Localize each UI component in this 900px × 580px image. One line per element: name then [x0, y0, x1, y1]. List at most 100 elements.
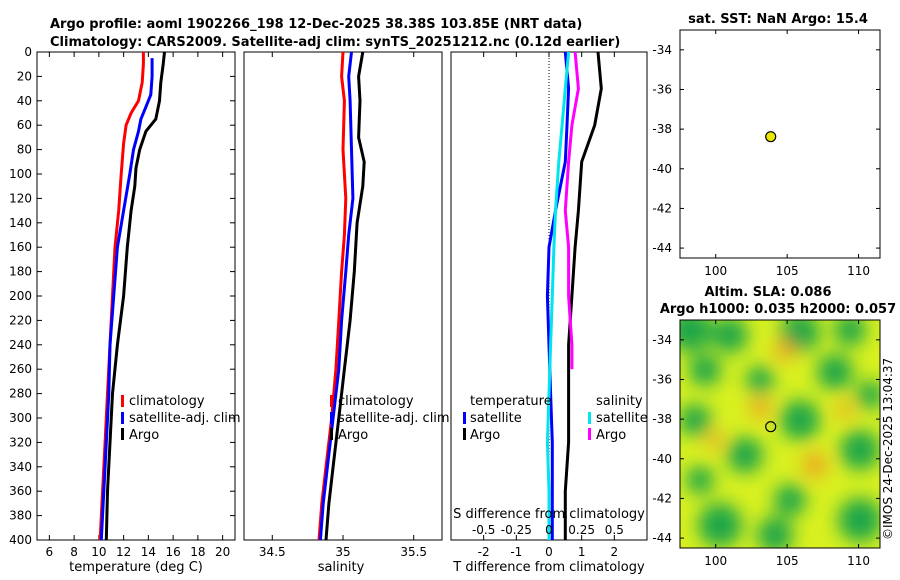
- legend-swatch-t-satellite: [463, 412, 466, 424]
- legend-label-satellite: satellite-adj. clim: [129, 411, 241, 426]
- legend-label-climatology: climatology: [338, 394, 414, 409]
- y-tick-label: -38: [652, 412, 672, 426]
- y-tick-label: 80: [17, 143, 32, 157]
- y-tick-label: 120: [9, 191, 32, 205]
- legend-label-t-argo: Argo: [470, 428, 500, 443]
- y-tick-label: -42: [652, 201, 672, 215]
- sla-field-blob: [838, 498, 880, 542]
- s-tick-label: -0.25: [501, 523, 532, 537]
- temperature-xlabel: temperature (deg C): [69, 560, 203, 575]
- y-tick-label: 280: [9, 387, 32, 401]
- legend-swatch-argo: [330, 428, 333, 440]
- sla-map-panel: Altim. SLA: 0.086 Argo h1000: 0.035 h200…: [652, 285, 896, 568]
- sla-field-blob: [727, 437, 763, 473]
- y-tick-label: 300: [9, 411, 32, 425]
- figure-title-line2: Climatology: CARS2009. Satellite-adj cli…: [50, 35, 620, 50]
- x-tick-label: 20: [215, 545, 230, 559]
- difference-legend: temperature satellite Argo salinity sate…: [463, 394, 648, 443]
- sla-field-blob: [757, 517, 793, 548]
- y-tick-label: 380: [9, 509, 32, 523]
- s-tick-label: 0.5: [605, 523, 624, 537]
- legend-label-s-argo: Argo: [596, 428, 626, 443]
- s-tick-label: 0: [545, 523, 553, 537]
- series-line-argo: [104, 51, 166, 541]
- x-tick-label: 16: [165, 545, 180, 559]
- y-tick-label: 260: [9, 362, 32, 376]
- x-tick-label: 110: [847, 264, 870, 278]
- s-difference-label: S difference from climatology: [453, 507, 645, 522]
- sla-field-blob: [746, 366, 774, 394]
- sst-map-axes-box: [679, 29, 881, 259]
- legend-swatch-climatology: [121, 395, 124, 407]
- legend-label-satellite: satellite-adj. clim: [338, 411, 450, 426]
- x-tick-label: 105: [776, 554, 799, 568]
- y-tick-label: 220: [9, 313, 32, 327]
- legend-swatch-satellite: [121, 412, 124, 424]
- x-tick-label: 34.5: [259, 545, 286, 559]
- sla-field-blob: [707, 432, 723, 448]
- y-tick-label: -36: [652, 372, 672, 386]
- sla-field-blob: [712, 320, 748, 353]
- sla-field-blob: [856, 381, 880, 409]
- y-tick-label: -36: [652, 82, 672, 96]
- x-tick-label: 6: [46, 545, 54, 559]
- y-tick-label: 360: [9, 484, 32, 498]
- sla-field-blob: [774, 484, 806, 516]
- sla-map-title-line1: Altim. SLA: 0.086: [705, 285, 832, 300]
- sla-map-title-line2: Argo h1000: 0.035 h2000: 0.057: [660, 302, 896, 317]
- x-tick-label: 100: [704, 264, 727, 278]
- y-tick-label: 320: [9, 435, 32, 449]
- sla-field-blob: [686, 466, 714, 494]
- y-tick-label: -42: [652, 491, 672, 505]
- y-tick-label: 160: [9, 240, 32, 254]
- x-tick-label: 35: [335, 545, 350, 559]
- x-tick-label: 110: [847, 554, 870, 568]
- series-line-t-argo: [563, 51, 603, 540]
- y-tick-label: 20: [17, 69, 32, 83]
- sla-field-blob: [837, 402, 853, 418]
- legend-swatch-t-argo: [463, 428, 466, 440]
- y-tick-label: 200: [9, 289, 32, 303]
- sla-field-blob: [750, 398, 770, 418]
- x-tick-label: 2: [611, 545, 619, 559]
- salinity-panel: 34.5 35 35.5 salinity climatology satellit…: [243, 51, 450, 575]
- x-tick-label: 8: [70, 545, 78, 559]
- sla-field-blob: [698, 503, 742, 547]
- figure-title-line1: Argo profile: aoml 1902266_198 12-Dec-20…: [50, 17, 582, 32]
- sla-map-axes-box: [679, 319, 881, 549]
- legend-swatch-satellite: [330, 412, 333, 424]
- sst-map-panel: sat. SST: NaN Argo: 15.4 100 105 110 -34 -36…: [652, 12, 881, 278]
- x-tick-label: -1: [510, 545, 522, 559]
- temperature-axes-box: [36, 51, 236, 541]
- x-tick-label: 12: [116, 545, 131, 559]
- y-tick-label: -40: [652, 162, 672, 176]
- legend-swatch-s-argo: [588, 428, 591, 440]
- x-tick-label: 1: [578, 545, 586, 559]
- argo-float-marker: [765, 131, 777, 143]
- sst-map-title: sat. SST: NaN Argo: 15.4: [688, 12, 868, 27]
- y-tick-label: -44: [652, 241, 672, 255]
- s-tick-label: -0.5: [472, 523, 495, 537]
- y-tick-label: -44: [652, 531, 672, 545]
- sla-field-blob: [680, 320, 712, 352]
- y-tick-label: 140: [9, 216, 32, 230]
- y-tick-label: 340: [9, 460, 32, 474]
- sla-field-blob: [840, 430, 880, 470]
- x-tick-label: 100: [704, 554, 727, 568]
- legend-title-salinity: salinity: [596, 394, 643, 409]
- salinity-legend: climatology satellite-adj. clim Argo: [330, 394, 450, 443]
- y-tick-label: 0: [24, 45, 32, 59]
- legend-label-climatology: climatology: [129, 394, 205, 409]
- y-tick-label: 60: [17, 118, 32, 132]
- legend-title-temperature: temperature: [470, 394, 552, 409]
- legend-label-argo: Argo: [129, 428, 159, 443]
- x-tick-label: 14: [141, 545, 156, 559]
- legend-label-s-satellite: satellite: [596, 411, 648, 426]
- difference-xlabel: T difference from climatology: [452, 560, 645, 575]
- sla-field-blob: [680, 404, 711, 436]
- x-tick-label: -2: [478, 545, 490, 559]
- series-line-t-satellite: [545, 51, 571, 540]
- sla-field-blob: [689, 354, 721, 386]
- sla-field-blob: [803, 453, 827, 477]
- argo-float-marker: [765, 421, 777, 433]
